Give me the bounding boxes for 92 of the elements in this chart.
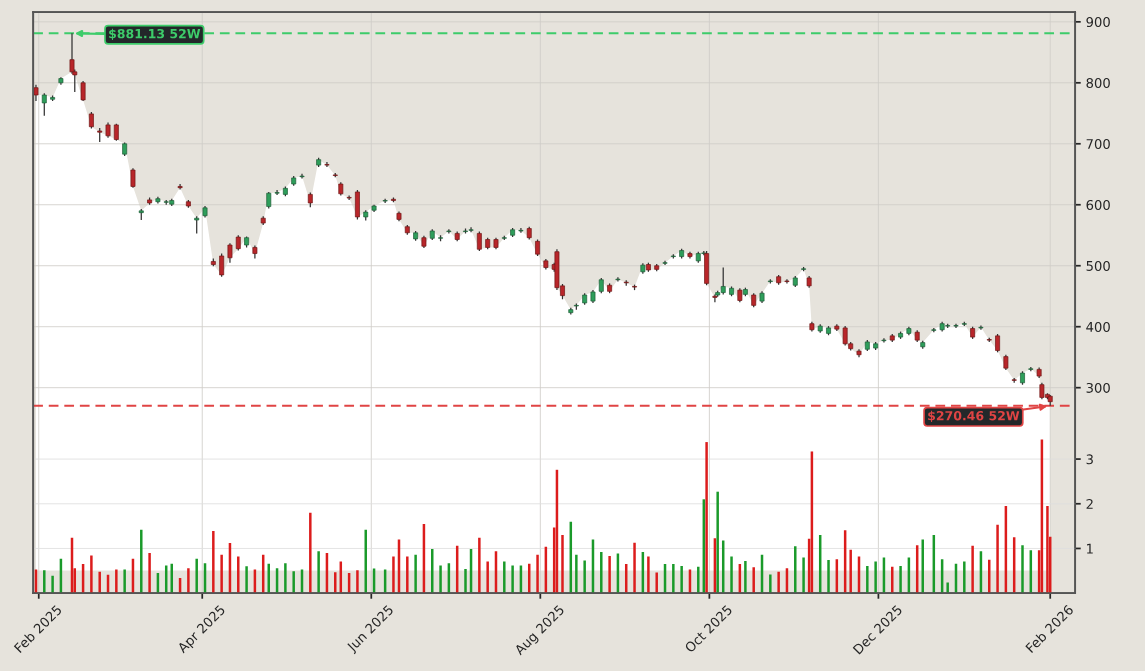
bar (237, 556, 240, 594)
bar (486, 561, 489, 594)
candlestick (712, 293, 718, 303)
bar (921, 539, 924, 594)
bar (317, 551, 320, 594)
bar (963, 561, 966, 594)
bar (849, 549, 852, 594)
bar (195, 558, 198, 594)
candlestick (177, 183, 183, 191)
bar (212, 531, 215, 594)
bar (334, 572, 337, 594)
bar (536, 554, 539, 594)
bar (672, 564, 675, 594)
bar (866, 565, 869, 594)
bar (503, 561, 506, 594)
candlestick (995, 333, 1000, 353)
bar (769, 574, 772, 594)
bar (946, 582, 949, 594)
bar (561, 535, 564, 594)
bar (284, 563, 287, 594)
bar (971, 545, 974, 594)
candlestick (69, 32, 75, 75)
candlestick (881, 337, 887, 344)
bar (1021, 545, 1024, 594)
bar (575, 554, 578, 594)
candlestick (476, 230, 482, 252)
bar (115, 569, 118, 594)
bar (392, 556, 395, 594)
bar (583, 560, 586, 594)
bar (730, 556, 733, 594)
y-tick-label: 800 (1086, 78, 1110, 89)
bar (309, 512, 312, 594)
bar (752, 567, 755, 594)
bar (414, 554, 417, 594)
bar (90, 555, 93, 594)
candlestick (518, 227, 524, 234)
bar (697, 566, 700, 594)
bar (43, 570, 46, 594)
y-tick-label: 600 (1086, 199, 1110, 210)
bar (364, 529, 367, 594)
bar (464, 569, 467, 594)
bar (705, 442, 708, 594)
bar (439, 565, 442, 594)
bar (51, 575, 54, 594)
y-tick-label: 400 (1086, 321, 1110, 332)
candlestick (324, 161, 330, 168)
bar (608, 556, 611, 594)
candlestick (227, 242, 233, 264)
y2-tick-label: 2 (1086, 498, 1093, 509)
bar (716, 491, 719, 594)
bar (1046, 506, 1049, 594)
bar (874, 561, 877, 594)
bar (996, 524, 999, 594)
candlestick (978, 324, 984, 331)
bar (98, 571, 101, 594)
candlestick (274, 189, 280, 196)
bar (245, 566, 248, 594)
bar (744, 560, 747, 594)
bar (777, 571, 780, 594)
bar (292, 571, 295, 594)
annotation: $881.13 52W (109, 28, 201, 41)
bar (478, 537, 481, 594)
y-tick-label: 500 (1086, 260, 1110, 271)
candlestick (299, 173, 305, 180)
bar (356, 570, 359, 594)
candlestick (219, 252, 225, 278)
bar (680, 565, 683, 594)
bar (148, 552, 151, 594)
bar (794, 546, 797, 594)
bar (406, 556, 409, 594)
bar (655, 572, 658, 594)
bar (633, 542, 636, 594)
bar (647, 556, 650, 594)
bar (511, 565, 514, 594)
bar (140, 529, 143, 594)
bar (899, 565, 902, 594)
bar (802, 557, 805, 594)
candlestick (615, 276, 621, 283)
bar (220, 554, 223, 594)
bar (123, 569, 126, 594)
candlestick (41, 92, 47, 117)
y-tick-label: 900 (1086, 17, 1110, 28)
annotation: $270.46 52W (928, 410, 1020, 423)
y2-tick-label: 3 (1086, 454, 1093, 465)
bar (827, 560, 830, 594)
bar (600, 552, 603, 594)
bar (891, 566, 894, 594)
y-tick-label: 300 (1086, 382, 1110, 393)
y2-tick-label: 1 (1087, 543, 1093, 554)
bar (187, 568, 190, 594)
candlestick (130, 167, 136, 189)
y-tick-label: 700 (1086, 139, 1110, 149)
